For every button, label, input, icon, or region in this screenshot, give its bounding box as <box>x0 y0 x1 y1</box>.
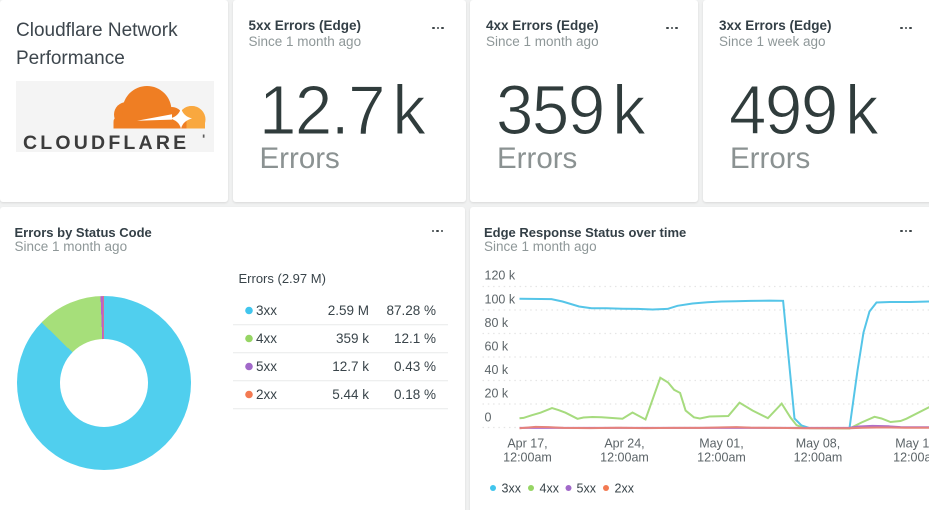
svg-text:Apr 24,: Apr 24, <box>604 436 644 450</box>
svg-text:120 k: 120 k <box>484 268 515 282</box>
svg-text:5.44 k: 5.44 k <box>332 387 369 402</box>
svg-text:12:00am: 12:00am <box>503 450 552 464</box>
svg-text:May 08,: May 08, <box>795 436 839 450</box>
svg-text:Apr 17,: Apr 17, <box>507 436 547 450</box>
svg-text:12:00am: 12:00am <box>600 450 649 464</box>
svg-text:20 k: 20 k <box>484 386 508 400</box>
svg-text:359 k: 359 k <box>336 331 369 346</box>
svg-text:12:00am: 12:00am <box>893 450 929 464</box>
svg-text:3xx: 3xx <box>501 481 521 495</box>
svg-text:80 k: 80 k <box>484 316 508 330</box>
svg-text:60 k: 60 k <box>484 339 508 353</box>
svg-text:100 k: 100 k <box>484 292 515 306</box>
svg-text:3xx: 3xx <box>256 303 277 318</box>
svg-text:87.28 %: 87.28 % <box>386 303 436 318</box>
svg-text:12.1 %: 12.1 % <box>394 331 436 346</box>
svg-text:12:00am: 12:00am <box>697 450 746 464</box>
svg-text:0: 0 <box>484 410 491 424</box>
svg-text:2xx: 2xx <box>256 387 277 402</box>
svg-text:5xx: 5xx <box>576 481 596 495</box>
svg-text:40 k: 40 k <box>484 363 508 377</box>
svg-text:12:00am: 12:00am <box>793 450 842 464</box>
svg-text:2xx: 2xx <box>614 481 634 495</box>
svg-text:CLOUDFLARE: CLOUDFLARE <box>23 132 189 152</box>
svg-text:4xx: 4xx <box>256 331 277 346</box>
svg-text:May 15,: May 15, <box>895 436 929 450</box>
svg-text:0.18 %: 0.18 % <box>394 387 436 402</box>
svg-text:0.43 %: 0.43 % <box>394 359 436 374</box>
svg-text:5xx: 5xx <box>256 359 277 374</box>
svg-text:May 01,: May 01, <box>699 436 743 450</box>
svg-text:12.7 k: 12.7 k <box>332 359 369 374</box>
svg-text:2.59 M: 2.59 M <box>328 303 369 318</box>
svg-text:4xx: 4xx <box>539 481 559 495</box>
